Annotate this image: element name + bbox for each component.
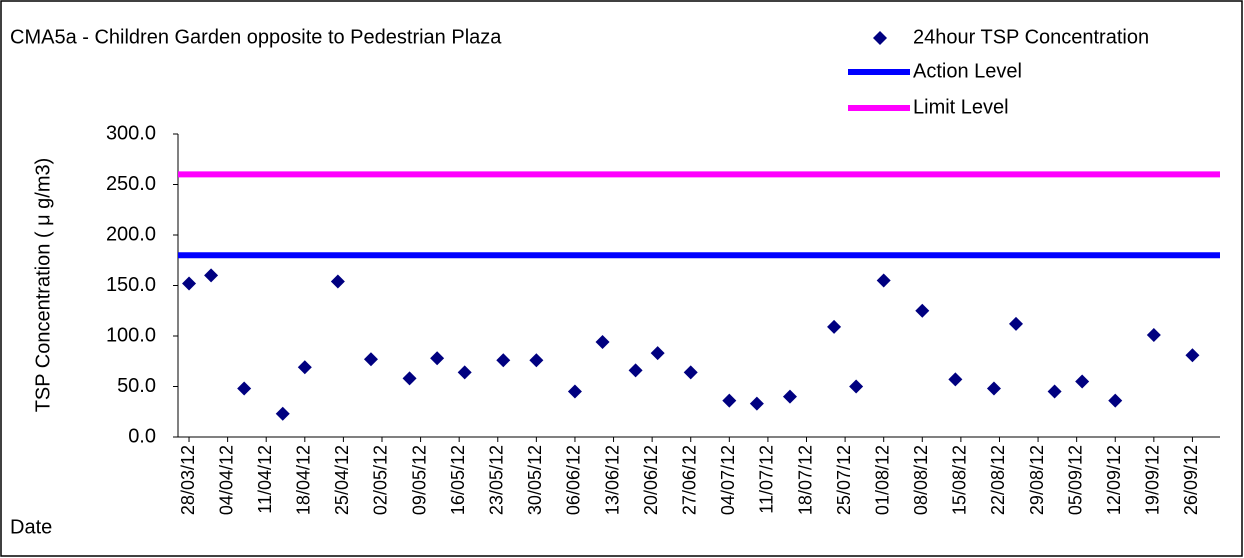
data-point [297, 360, 312, 375]
data-point [986, 381, 1001, 396]
data-point [1047, 384, 1062, 399]
data-point [628, 363, 643, 378]
x-tick-label: 22/08/12 [988, 445, 1008, 515]
data-point [330, 274, 345, 289]
x-tick-label: 08/08/12 [911, 445, 931, 515]
x-tick-label: 18/07/12 [795, 445, 815, 515]
legend-marker [873, 31, 887, 45]
data-point [749, 396, 764, 411]
data-point [1075, 374, 1090, 389]
data-point [1146, 327, 1161, 342]
data-point [1009, 316, 1024, 331]
y-tick-label: 300.0 [106, 122, 156, 144]
chart-title: CMA5a - Children Garden opposite to Pede… [10, 26, 502, 48]
data-point [567, 384, 582, 399]
x-tick-label: 06/06/12 [564, 445, 584, 515]
x-axis-label: Date [10, 516, 52, 538]
legend-label: Limit Level [913, 96, 1009, 118]
y-tick-label: 0.0 [128, 425, 156, 447]
data-point [363, 352, 378, 367]
data-point [182, 276, 197, 291]
data-point [1108, 393, 1123, 408]
x-tick-label: 04/04/12 [216, 445, 236, 515]
x-tick-label: 04/07/12 [718, 445, 738, 515]
data-point [457, 365, 472, 380]
y-axis-label: TSP Concentration ( μ g/m3) [32, 158, 54, 413]
data-point [722, 393, 737, 408]
x-tick-label: 26/09/12 [1181, 445, 1201, 515]
x-tick-label: 09/05/12 [409, 445, 429, 515]
x-tick-label: 11/04/12 [255, 445, 275, 514]
data-point [915, 303, 930, 318]
data-point [948, 372, 963, 387]
x-tick-label: 13/06/12 [602, 445, 622, 515]
y-tick-label: 150.0 [106, 274, 156, 296]
x-tick-label: 01/08/12 [872, 445, 892, 515]
data-point [782, 389, 797, 404]
y-tick-label: 250.0 [106, 173, 156, 195]
data-point [827, 319, 842, 334]
x-tick-label: 25/04/12 [332, 445, 352, 515]
x-tick-label: 18/04/12 [294, 445, 314, 515]
data-point [402, 371, 417, 386]
x-tick-label: 15/08/12 [950, 445, 970, 515]
x-tick-label: 11/07/12 [757, 445, 777, 514]
x-tick-label: 19/09/12 [1143, 445, 1163, 515]
x-tick-label: 02/05/12 [371, 445, 391, 515]
data-point [529, 353, 544, 368]
data-point [876, 273, 891, 288]
x-tick-label: 20/06/12 [641, 445, 661, 515]
x-tick-label: 05/09/12 [1065, 445, 1085, 515]
x-tick-label: 29/08/12 [1027, 445, 1047, 515]
legend-label: 24hour TSP Concentration [913, 26, 1149, 48]
data-point [1185, 348, 1200, 363]
data-point [650, 346, 665, 361]
x-tick-label: 27/06/12 [679, 445, 699, 515]
data-point [595, 335, 610, 350]
data-point [683, 365, 698, 380]
x-tick-label: 12/09/12 [1104, 445, 1124, 515]
data-point [204, 268, 219, 283]
x-tick-label: 23/05/12 [487, 445, 507, 515]
data-point [849, 379, 864, 394]
y-tick-label: 200.0 [106, 223, 156, 245]
x-tick-label: 28/03/12 [178, 445, 198, 515]
x-tick-label: 30/05/12 [525, 445, 545, 515]
data-point [496, 353, 511, 368]
data-point [430, 351, 445, 366]
y-tick-label: 100.0 [106, 324, 156, 346]
data-point [237, 381, 252, 396]
y-tick-label: 50.0 [117, 375, 156, 397]
legend-label: Action Level [913, 60, 1022, 82]
x-tick-label: 25/07/12 [834, 445, 854, 515]
data-point [275, 406, 290, 421]
x-tick-label: 16/05/12 [448, 445, 468, 515]
